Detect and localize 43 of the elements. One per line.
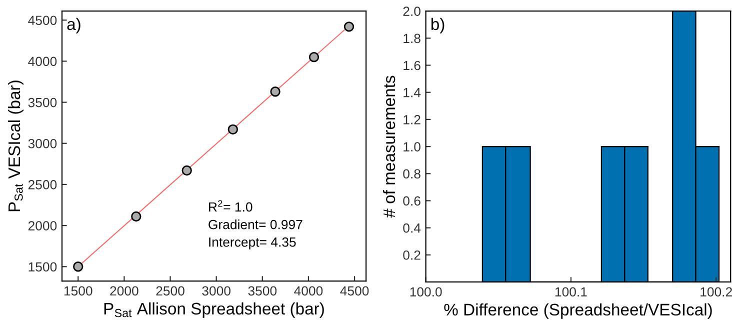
y-axis-title: P$_{Sat}$ VESIcal (bar) — [8, 80, 24, 212]
x-tick-label: 4500 — [340, 286, 369, 296]
y-tick-label: 1.2 — [404, 115, 420, 124]
point — [73, 262, 84, 272]
annotation: R$^{2}$= 1.0 — [209, 200, 252, 212]
y-tick-label: 1500 — [28, 262, 57, 272]
y-tick-label: 0.2 — [403, 250, 420, 260]
x-tick-label: 100.0 — [410, 287, 442, 297]
y-tick-label: 2000 — [28, 221, 57, 230]
point — [228, 124, 238, 134]
x-tick-label: 1500 — [64, 286, 92, 296]
annotation: Intercept= 4.35 — [209, 237, 296, 250]
point — [344, 22, 354, 32]
y-tick-label: 1.8 — [404, 34, 420, 44]
point — [131, 211, 142, 222]
x-tick-label: 2000 — [110, 286, 138, 296]
y-tick-label: 4500 — [28, 16, 57, 26]
point — [308, 52, 320, 62]
x-tick-label: 2500 — [156, 286, 184, 296]
y-axis-title: # of measurements — [382, 76, 396, 218]
y-tick-label: 3500 — [28, 98, 57, 108]
annotation: a) — [67, 18, 80, 34]
point — [182, 165, 192, 176]
y-tick-label: 0.8 — [403, 169, 420, 179]
x-tick-label: 3500 — [248, 286, 277, 296]
y-tick-label: 1.6 — [404, 60, 420, 70]
x-tick-label: 3000 — [202, 286, 230, 296]
x-tick-label: 100.2 — [700, 287, 732, 297]
y-tick-label: 2500 — [28, 180, 57, 190]
y-tick-label: 0.6 — [403, 196, 420, 206]
x-tick-label: 4000 — [294, 286, 323, 296]
x-axis-title: % Difference (Spreadsheet/VESIcal) — [444, 303, 712, 319]
x-axis-title: P$_{Sat}$ Allison Spreadsheet (bar) — [104, 302, 324, 318]
y-tick-label: 1.4 — [404, 88, 421, 98]
annotation: Gradient= 0.997 — [208, 220, 302, 230]
y-tick-label: 3000 — [28, 138, 57, 148]
y-tick-label: 0.4 — [403, 223, 421, 233]
y-tick-label: 2.0 — [403, 6, 420, 16]
x-tick-label: 100.1 — [555, 287, 587, 297]
y-tick-label: 4000 — [28, 56, 57, 66]
annotation: b) — [431, 18, 444, 34]
point — [270, 86, 280, 97]
y-tick-label: 1.0 — [404, 142, 420, 152]
